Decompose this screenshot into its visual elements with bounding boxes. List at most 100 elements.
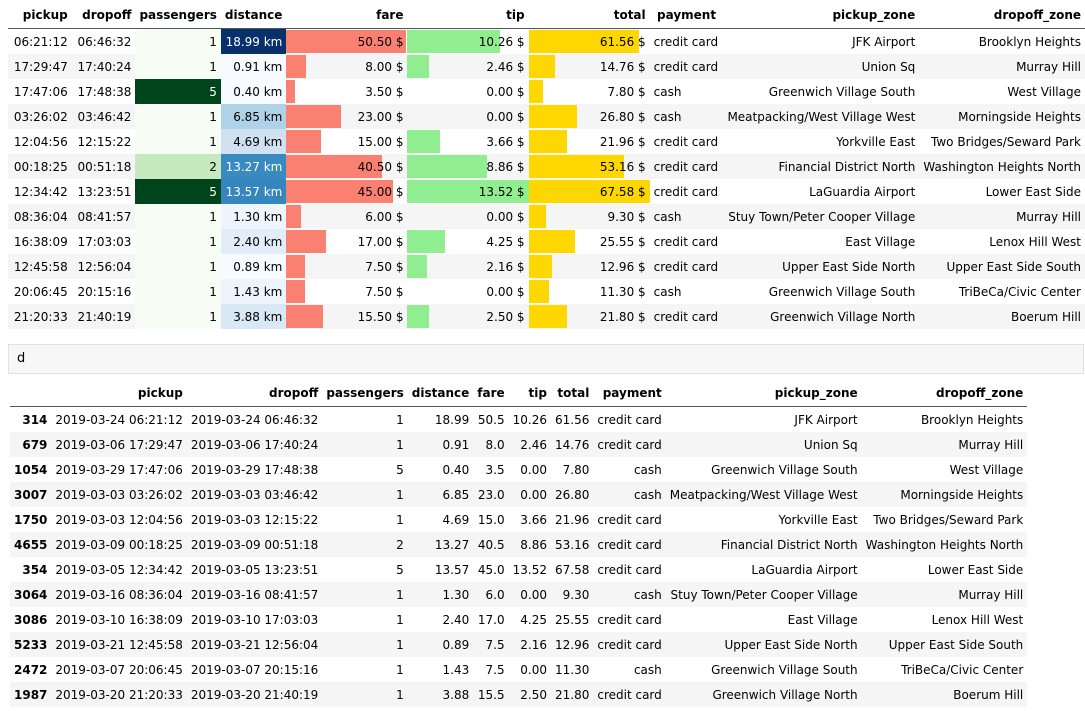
cell-payment: credit card — [597, 512, 662, 527]
tip-value: 0.00 $ — [486, 84, 525, 99]
cell-payment: credit card — [649, 254, 724, 279]
table-row: 679 2019-03-06 17:29:47 2019-03-06 17:40:2… — [10, 432, 1028, 457]
cell-fare: 15.0 — [477, 512, 505, 527]
cell-dropoff-zone: TriBeCa/Civic Center — [901, 662, 1024, 677]
column-header-distance: distance — [407, 380, 474, 407]
tip-value: 0.00 $ — [486, 209, 525, 224]
column-header-pickup-zone: pickup_zone — [723, 2, 920, 29]
total-bar — [528, 155, 625, 178]
row-index: 1987 — [10, 682, 52, 707]
cell-total: 7.80 — [562, 462, 590, 477]
cell-passengers: 1 — [396, 612, 404, 627]
cell-tip: 4.25 $ — [407, 229, 528, 254]
cell-tip: 2.50 — [508, 682, 551, 707]
fare-value: 15.50 $ — [357, 309, 404, 324]
cell-total: 21.96 $ — [528, 129, 650, 154]
cell-passengers: 1 — [322, 632, 408, 657]
table-row: 00:18:25 00:51:18 2 13.27 km 40.50 $ 8.86 $ 53… — [8, 154, 1085, 179]
cell-pickup: 00:18:25 — [8, 154, 72, 179]
cell-distance: 0.91 km — [220, 54, 287, 79]
cell-pickup: 2019-03-09 00:18:25 — [51, 532, 187, 557]
cell-passengers: 1 — [135, 28, 221, 54]
cell-distance: 4.69 — [442, 512, 470, 527]
cell-payment: cash — [593, 582, 666, 607]
cell-payment: credit card — [653, 234, 719, 249]
cell-dropoff: 2019-03-21 12:56:04 — [186, 632, 323, 657]
cell-fare: 50.5 — [477, 412, 505, 427]
row-index: 679 — [10, 432, 52, 457]
table-row: 12:34:42 13:23:51 5 13.57 km 45.00 $ 13.52 $ 6… — [8, 179, 1085, 204]
cell-fare: 7.50 $ — [286, 279, 407, 304]
cell-distance: 13.57 km — [220, 179, 287, 204]
cell-distance: 1.30 — [407, 582, 474, 607]
cell-fare: 7.5 — [473, 632, 509, 657]
table-row: 354 2019-03-05 12:34:42 2019-03-05 13:23:5… — [10, 557, 1027, 582]
tip-value: 13.52 $ — [478, 184, 525, 199]
styled-header-row: pickup dropoff passengers distance fare tip to… — [8, 2, 1085, 29]
cell-passengers: 1 — [322, 582, 408, 607]
cell-dropoff-zone: Washington Heights North — [861, 532, 1028, 557]
cell-dropoff: 2019-03-24 06:46:32 — [190, 412, 319, 427]
cell-passengers: 1 — [135, 204, 221, 229]
cell-total: 7.80 $ — [528, 79, 650, 104]
table-row: 17:29:47 17:40:24 1 0.91 km 8.00 $ 2.46 $ 14.7… — [8, 54, 1085, 79]
total-value: 21.80 $ — [599, 309, 646, 324]
cell-passengers: 5 — [135, 179, 221, 204]
column-header-tip: tip — [407, 2, 529, 29]
cell-payment: cash — [653, 84, 682, 99]
cell-total: 11.30 — [554, 662, 590, 677]
cell-payment: credit card — [593, 532, 666, 557]
tip-value: 0.00 $ — [486, 109, 525, 124]
cell-fare: 40.50 $ — [286, 154, 408, 179]
cell-fare: 50.50 $ — [286, 29, 407, 55]
output-prompt: d — [8, 344, 1084, 374]
cell-dropoff: 12:56:04 — [71, 254, 136, 279]
cell-passengers: 1 — [135, 129, 221, 154]
cell-payment: cash — [653, 284, 682, 299]
cell-total: 26.80 $ — [528, 104, 650, 129]
cell-tip: 2.50 $ — [407, 304, 529, 329]
cell-pickup-zone: Upper East Side North — [723, 254, 920, 279]
cell-pickup: 2019-03-06 17:29:47 — [51, 432, 187, 457]
cell-pickup: 12:04:56 — [13, 134, 68, 149]
cell-tip: 0.00 — [520, 662, 547, 677]
cell-passengers: 1 — [396, 412, 404, 427]
cell-dropoff: 21:40:19 — [71, 304, 136, 329]
cell-dropoff-zone: Murray Hill — [861, 582, 1028, 607]
tip-bar — [407, 180, 529, 203]
column-header-pickup: pickup — [51, 380, 187, 407]
fare-bar — [286, 255, 305, 278]
table-row: 12:04:56 12:15:22 1 4.69 km 15.00 $ 3.66 $ 21.… — [8, 129, 1085, 154]
column-header-distance: distance — [220, 2, 287, 29]
cell-fare: 45.00 $ — [286, 179, 407, 204]
total-value: 21.96 $ — [599, 134, 646, 149]
cell-tip: 0.00 — [508, 582, 551, 607]
tip-bar — [407, 130, 441, 153]
cell-distance: 3.88 km — [220, 304, 287, 329]
cell-tip: 13.52 $ — [407, 179, 529, 204]
cell-total: 25.55 $ — [528, 229, 650, 254]
cell-distance: 6.85 km — [220, 104, 287, 129]
table-row: 03:26:02 03:46:42 1 6.85 km 23.00 $ 0.00 $ 26.… — [8, 104, 1085, 129]
tip-value: 8.86 $ — [486, 159, 525, 174]
cell-dropoff: 2019-03-10 17:03:03 — [190, 612, 319, 627]
cell-distance: 1.30 km — [220, 204, 287, 229]
plain-dataframe-table: pickup dropoff passengers distance fare tip to… — [10, 380, 1028, 707]
total-value: 12.96 $ — [599, 259, 646, 274]
cell-fare: 7.5 — [485, 662, 505, 677]
table-row: 12:45:58 12:56:04 1 0.89 km 7.50 $ 2.16 $ 12.9… — [8, 254, 1085, 279]
fare-value: 3.50 $ — [365, 84, 404, 99]
cell-tip: 10.26 — [512, 412, 547, 427]
styled-table-body: 06:21:12 06:46:32 1 18.99 km 50.50 $10.26 $6… — [8, 28, 1085, 329]
cell-pickup: 17:29:47 — [8, 54, 72, 79]
cell-pickup-zone: Yorkville East — [778, 512, 858, 527]
row-index: 1750 — [14, 512, 48, 527]
cell-tip: 4.25 — [520, 612, 547, 627]
cell-distance: 6.85 — [407, 482, 474, 507]
cell-passengers: 1 — [135, 229, 221, 254]
cell-pickup-zone: LaGuardia Airport — [809, 184, 916, 199]
cell-tip: 10.26 $ — [407, 29, 528, 55]
table-row: 3086 2019-03-10 16:38:09 2019-03-10 17:03:… — [10, 607, 1027, 632]
cell-total: 67.58 — [554, 562, 590, 577]
cell-payment: credit card — [649, 54, 724, 79]
